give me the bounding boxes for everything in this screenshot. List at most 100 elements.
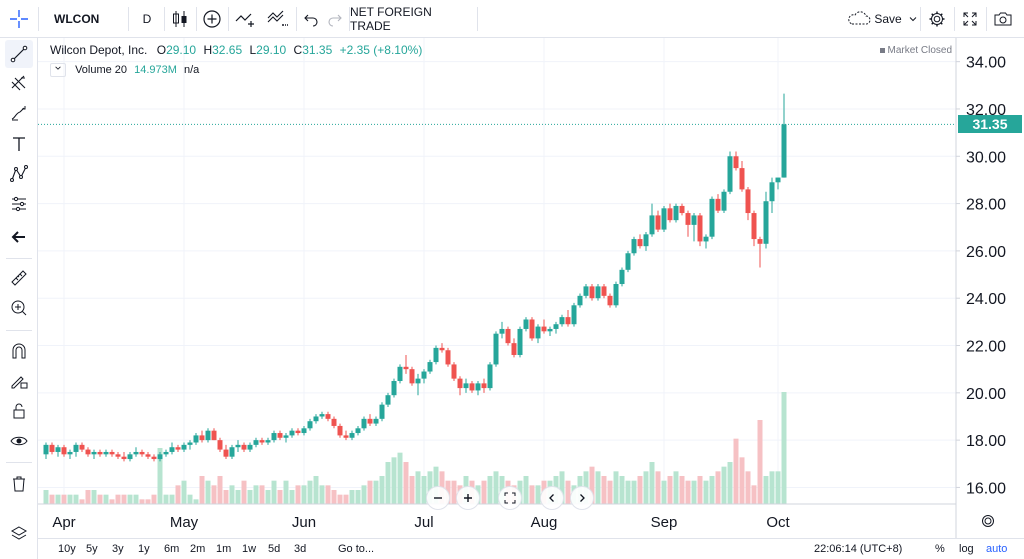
chart-pane[interactable]: 34.00 32.00 30.00 28.00 26.00 24.00 22.00 20.00… — [38, 38, 1024, 559]
candle-body — [457, 378, 463, 389]
redo-button[interactable] — [323, 0, 347, 37]
candle-body — [481, 383, 487, 389]
candle — [307, 418, 313, 431]
candle — [247, 442, 253, 452]
price-chart[interactable]: 34.00 32.00 30.00 28.00 26.00 24.00 22.00 20.00… — [38, 38, 1024, 538]
templates-button[interactable] — [263, 0, 293, 37]
save-button[interactable]: Save — [846, 0, 918, 37]
hide-drawings-tool[interactable] — [5, 427, 33, 455]
candle — [445, 347, 451, 367]
reset-chart-button[interactable] — [498, 486, 522, 510]
candle — [187, 440, 193, 450]
volume-bar — [61, 494, 67, 504]
range-button-3d[interactable]: 3d — [294, 543, 307, 555]
volume-bar — [349, 490, 355, 504]
volume-bar — [595, 471, 601, 504]
lock-drawings-tool[interactable] — [5, 397, 33, 425]
interval-button[interactable]: D — [142, 11, 152, 26]
volume-bar — [667, 476, 673, 504]
object-tree-button[interactable] — [5, 520, 33, 548]
range-button-5y[interactable]: 5y — [86, 543, 98, 555]
candle — [289, 428, 295, 438]
remove-drawings-tool[interactable] — [5, 470, 33, 498]
pitchfork-tool[interactable] — [5, 70, 33, 98]
crosshair-icon — [10, 9, 28, 28]
undo-button[interactable] — [299, 0, 323, 37]
range-button-1w[interactable]: 1w — [242, 543, 257, 555]
fullscreen-button[interactable] — [957, 0, 983, 37]
range-button-2m[interactable]: 2m — [190, 543, 206, 555]
measure-tool[interactable] — [5, 264, 33, 292]
stay-in-drawing-mode-tool[interactable] — [5, 367, 33, 395]
range-button-10y[interactable]: 10y — [58, 543, 76, 555]
candle-body — [685, 213, 691, 225]
crosshair-cursor-button[interactable] — [0, 0, 38, 37]
time-axis-settings-button[interactable] — [982, 515, 994, 527]
back-arrow-button[interactable] — [5, 223, 33, 251]
prediction-tool[interactable] — [5, 190, 33, 218]
range-button-1m[interactable]: 1m — [216, 543, 232, 555]
high-label: H — [203, 43, 213, 57]
candle-body — [175, 447, 181, 450]
indicator-name-button[interactable]: NET FOREIGN TRADE — [350, 4, 432, 33]
close-value: 31.35 — [302, 43, 333, 57]
brush-tool[interactable] — [5, 100, 33, 128]
volume-bar — [163, 494, 169, 504]
status-dot-icon — [879, 47, 885, 53]
range-button-6m[interactable]: 6m — [164, 543, 180, 555]
volume-bar — [169, 494, 175, 504]
auto-scale-button[interactable]: auto — [986, 543, 1008, 555]
zoom-in-button[interactable] — [456, 486, 480, 510]
settings-button[interactable] — [924, 0, 950, 37]
magnet-tool[interactable] — [5, 337, 33, 365]
candle — [661, 205, 667, 232]
volume-bar — [619, 476, 625, 504]
compare-button[interactable] — [199, 0, 225, 37]
pattern-tool[interactable] — [5, 160, 33, 188]
range-button-5d[interactable]: 5d — [268, 543, 281, 555]
volume-bar — [283, 480, 289, 504]
candle — [85, 447, 91, 457]
screenshot-button[interactable] — [989, 0, 1017, 37]
volume-bar — [187, 494, 193, 504]
candle-body — [667, 208, 673, 221]
range-button-3y[interactable]: 3y — [112, 543, 124, 555]
candle — [319, 411, 325, 419]
range-button-1y[interactable]: 1y — [138, 543, 150, 555]
candle — [757, 236, 763, 268]
volume-bar — [367, 480, 373, 504]
symbol-search-button[interactable]: WLCON — [54, 11, 100, 26]
y-tick-label: 30.00 — [966, 149, 1006, 166]
volume-bar — [523, 476, 529, 504]
candle-body — [451, 364, 457, 379]
zoom-in-tool[interactable] — [5, 294, 33, 322]
candle-body — [211, 430, 217, 441]
candle-body — [43, 444, 49, 455]
candle-body — [643, 234, 649, 247]
indicators-button[interactable] — [231, 0, 261, 37]
candle-body — [145, 454, 151, 457]
candle-body — [739, 168, 745, 190]
volume-bar — [307, 480, 313, 504]
percent-scale-button[interactable]: % — [935, 543, 945, 555]
last-price-label: 31.35 — [958, 115, 1022, 134]
candle — [451, 362, 457, 381]
candle — [253, 437, 259, 448]
chart-type-button[interactable] — [167, 0, 193, 37]
trend-line-tool[interactable] — [5, 40, 33, 68]
scroll-left-button[interactable] — [540, 486, 564, 510]
volume-bar — [529, 485, 535, 504]
scroll-right-button[interactable] — [570, 486, 594, 510]
text-tool[interactable] — [5, 130, 33, 158]
candle — [463, 378, 469, 393]
chevron-down-icon — [55, 66, 61, 70]
candle-body — [169, 447, 175, 452]
candle-body — [79, 444, 85, 450]
goto-date-button[interactable]: Go to... — [338, 543, 375, 555]
volume-bar — [739, 457, 745, 504]
magnet-icon — [12, 343, 26, 359]
collapse-legend-button[interactable] — [50, 63, 66, 77]
zoom-out-button[interactable] — [426, 486, 450, 510]
volume-bar — [691, 480, 697, 504]
log-scale-button[interactable]: log — [959, 543, 974, 555]
